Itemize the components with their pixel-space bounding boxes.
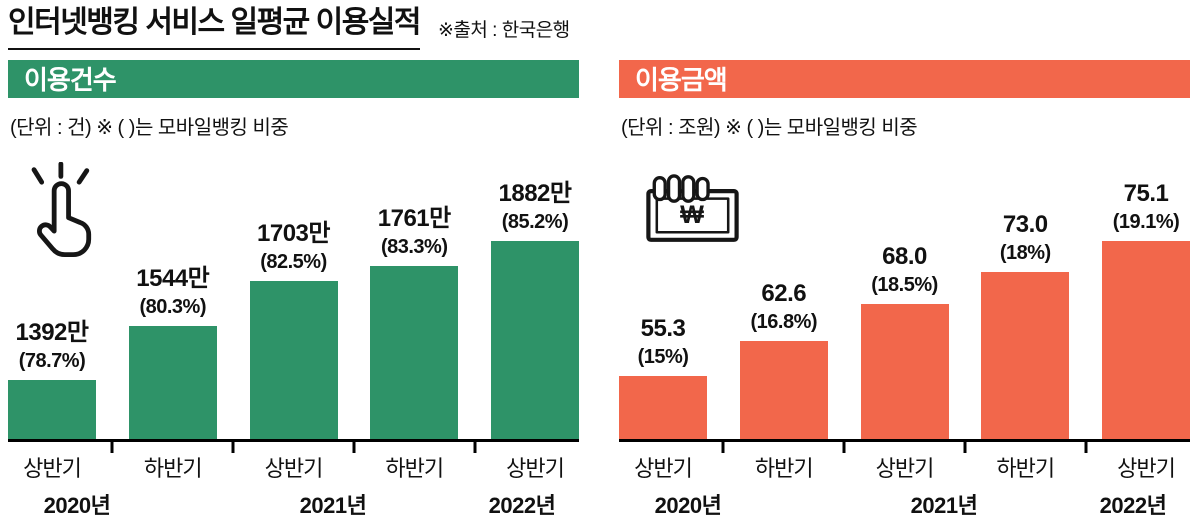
usage-amount-panel: 이용금액 (단위 : 조원) ※ ( )는 모바일뱅킹 비중 ₩ — [619, 59, 1190, 518]
tap-finger-icon — [10, 161, 106, 258]
bar — [739, 340, 828, 442]
bar-group: 55.3 (15%) — [619, 315, 707, 442]
usage-count-bar-chart: 1392만 (78.7%) 1544만 (80.3%) 1703만 (82. — [8, 146, 579, 453]
bar-labels: 73.0 (18%) — [1000, 211, 1051, 265]
x-axis-line — [8, 438, 579, 442]
x-axis-labels: 상반기 하반기 상반기 하반기 상반기 — [8, 451, 579, 483]
bar-share-label: (78.7%) — [18, 349, 86, 372]
bar-value-label: 1703만 — [257, 219, 330, 247]
usage-count-panel: 이용건수 (단위 : 건) ※ ( )는 모바일뱅킹 비중 1392만 (78.… — [8, 59, 579, 518]
page-title: 인터넷뱅킹 서비스 일평균 이용실적 — [8, 6, 422, 50]
usage-amount-banner: 이용금액 — [619, 59, 1190, 98]
bar-share-label: (82.5%) — [260, 250, 327, 273]
usage-count-banner: 이용건수 — [8, 59, 579, 98]
bar-share-label: (80.3%) — [139, 295, 206, 318]
bar-group: 1544만 (80.3%) — [128, 258, 217, 442]
x-axis-label: 상반기 — [264, 455, 324, 481]
x-axis-label: 상반기 — [875, 455, 935, 481]
bar-group: 75.1 (19.1%) — [1102, 180, 1190, 442]
axis-tick — [1084, 441, 1087, 453]
year-label: 2020년 — [654, 492, 722, 518]
bar-group: 1882만 (85.2%) — [491, 173, 579, 442]
bar-value-label: 68.0 — [882, 242, 927, 270]
x-axis-label: 하반기 — [754, 455, 814, 481]
bar-group: 1392만 (78.7%) — [8, 312, 96, 442]
bar-share-label: (19.1%) — [1112, 210, 1180, 233]
source-note: ※출처 : 한국은행 — [438, 20, 570, 41]
bar-value-label: 55.3 — [640, 314, 686, 342]
x-axis-label: 하반기 — [385, 455, 444, 481]
bar-value-label: 75.1 — [1123, 179, 1169, 207]
bar — [249, 280, 338, 442]
axis-tick — [231, 441, 235, 453]
unit-note: (단위 : 조원) ※ ( )는 모바일뱅킹 비중 — [621, 116, 918, 139]
bar-labels: 1761만 (83.3%) — [378, 198, 451, 259]
bar-group: 1703만 (82.5%) — [249, 213, 338, 442]
x-axis-label: 하반기 — [996, 455, 1055, 481]
year-label: 2020년 — [43, 492, 111, 518]
bar-value-label: 73.0 — [1002, 210, 1048, 238]
charts-row: 이용건수 (단위 : 건) ※ ( )는 모바일뱅킹 비중 1392만 (78.… — [8, 59, 1190, 518]
bar — [619, 375, 707, 442]
bar-share-label: (85.2%) — [501, 210, 569, 233]
bar-share-label: (15%) — [637, 345, 689, 368]
x-axis-line — [619, 438, 1190, 442]
bar-labels: 1882만 (85.2%) — [499, 173, 572, 234]
bar — [1102, 240, 1190, 442]
bar-group: 68.0 (18.5%) — [860, 243, 949, 442]
bar-group: 73.0 (18%) — [981, 211, 1070, 442]
year-label: 2021년 — [299, 492, 367, 518]
x-axis-label: 하반기 — [143, 455, 203, 481]
header: 인터넷뱅킹 서비스 일평균 이용실적 ※출처 : 한국은행 — [8, 6, 1190, 50]
bar — [370, 265, 459, 442]
bar — [860, 303, 949, 442]
bar-labels: 68.0 (18.5%) — [871, 243, 938, 297]
bar-value-label: 1882만 — [498, 179, 572, 207]
bar-value-label: 1544만 — [136, 264, 210, 292]
unit-note: (단위 : 건) ※ ( )는 모바일뱅킹 비중 — [10, 116, 289, 139]
x-axis-label: 상반기 — [634, 455, 693, 481]
hand-banknote-icon: ₩ — [619, 173, 745, 246]
bar-share-label: (83.3%) — [380, 235, 448, 258]
bar-labels: 1392만 (78.7%) — [16, 312, 89, 373]
bar-labels: 1703만 (82.5%) — [257, 213, 330, 274]
won-symbol: ₩ — [680, 201, 704, 229]
bar — [8, 379, 96, 442]
x-axis-labels: 상반기 하반기 상반기 하반기 상반기 — [619, 451, 1190, 483]
axis-tick — [352, 441, 356, 453]
axis-tick — [721, 441, 725, 453]
bar-labels: 75.1 (19.1%) — [1113, 180, 1180, 234]
x-axis-label: 상반기 — [23, 455, 82, 481]
year-labels: 2020년 2021년 2022년 — [8, 488, 579, 518]
bar-labels: 1544만 (80.3%) — [136, 258, 209, 319]
bar — [128, 325, 217, 442]
usage-amount-bar-chart: ₩ 55.3 (15%) 62.6 — [619, 146, 1190, 453]
bar — [491, 240, 579, 442]
bar-labels: 55.3 (15%) — [638, 315, 689, 369]
bar-share-label: (18%) — [999, 241, 1051, 264]
x-axis-label: 상반기 — [506, 455, 565, 481]
x-axis-label: 상반기 — [1117, 455, 1176, 481]
year-label: 2022년 — [488, 492, 556, 518]
bar-labels: 62.6 (16.8%) — [750, 280, 817, 334]
axis-tick — [842, 441, 846, 453]
bar — [981, 271, 1070, 442]
bar-value-label: 1761만 — [377, 204, 451, 232]
axis-tick — [473, 441, 476, 453]
bar-group: 1761만 (83.3%) — [370, 198, 459, 442]
axis-tick — [110, 441, 114, 453]
year-label: 2022년 — [1099, 492, 1167, 518]
axis-tick — [963, 441, 967, 453]
bar-value-label: 62.6 — [761, 279, 807, 307]
bar-value-label: 1392만 — [15, 318, 89, 346]
bar-share-label: (18.5%) — [871, 273, 938, 296]
bar-group: 62.6 (16.8%) — [739, 280, 828, 442]
year-labels: 2020년 2021년 2022년 — [619, 488, 1190, 518]
bar-share-label: (16.8%) — [750, 310, 818, 333]
year-label: 2021년 — [910, 492, 978, 518]
